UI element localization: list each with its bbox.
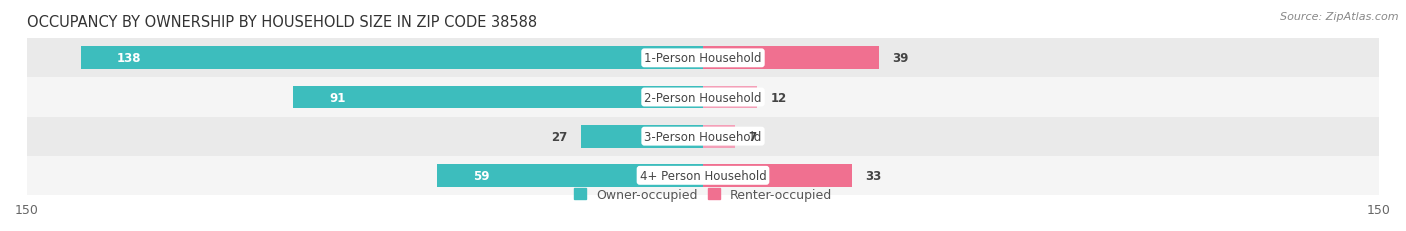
Text: 1-Person Household: 1-Person Household: [644, 52, 762, 65]
Text: 4+ Person Household: 4+ Person Household: [640, 169, 766, 182]
Bar: [703, 125, 734, 148]
Text: 3-Person Household: 3-Person Household: [644, 130, 762, 143]
Bar: [82, 47, 703, 70]
Text: 27: 27: [551, 130, 568, 143]
Text: 33: 33: [865, 169, 882, 182]
Text: 7: 7: [748, 130, 756, 143]
Bar: [703, 47, 879, 70]
Legend: Owner-occupied, Renter-occupied: Owner-occupied, Renter-occupied: [568, 183, 838, 206]
Text: Source: ZipAtlas.com: Source: ZipAtlas.com: [1281, 12, 1399, 21]
Text: OCCUPANCY BY OWNERSHIP BY HOUSEHOLD SIZE IN ZIP CODE 38588: OCCUPANCY BY OWNERSHIP BY HOUSEHOLD SIZE…: [27, 15, 537, 30]
Text: 91: 91: [329, 91, 346, 104]
Bar: [27, 156, 1379, 195]
Bar: [437, 164, 703, 187]
Bar: [27, 78, 1379, 117]
Text: 138: 138: [117, 52, 142, 65]
Text: 39: 39: [893, 52, 908, 65]
Bar: [703, 164, 852, 187]
Text: 2-Person Household: 2-Person Household: [644, 91, 762, 104]
Bar: [27, 117, 1379, 156]
Bar: [581, 125, 703, 148]
Bar: [703, 86, 756, 109]
Bar: [292, 86, 703, 109]
Text: 59: 59: [474, 169, 489, 182]
Text: 12: 12: [770, 91, 787, 104]
Bar: [27, 39, 1379, 78]
